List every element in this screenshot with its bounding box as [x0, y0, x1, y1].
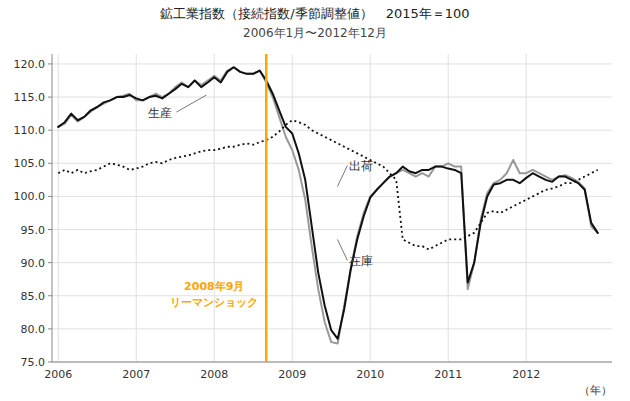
title: 鉱工業指数（接続指数/季節調整値） 2015年＝100 — [160, 6, 469, 21]
y-tick — [48, 328, 52, 329]
grid — [52, 54, 612, 362]
y-tick-label: 105.0 — [14, 157, 46, 170]
grid-line-y — [52, 362, 612, 363]
y-tick-label: 90.0 — [21, 257, 46, 270]
y-tick — [48, 295, 52, 296]
series-line — [58, 120, 597, 249]
y-tick-label: 75.0 — [21, 356, 46, 369]
y-tick — [48, 196, 52, 197]
y-tick-label: 100.0 — [14, 190, 46, 203]
grid-line-x — [526, 54, 527, 362]
y-tick — [48, 229, 52, 230]
chart: 鉱工業指数（接続指数/季節調整値） 2015年＝100 2006年1月〜2012年… — [0, 0, 630, 401]
annotation-leader — [337, 239, 347, 260]
y-tick-label: 120.0 — [14, 58, 46, 71]
x-tick-label: 2006 — [44, 368, 72, 381]
x-tick-label: 2008 — [200, 368, 228, 381]
y-tick — [48, 163, 52, 164]
y-tick-label: 95.0 — [21, 224, 46, 237]
annotation-leader — [176, 95, 206, 112]
series-line — [58, 67, 597, 343]
y-tick-label: 115.0 — [14, 91, 46, 104]
annotations: 出荷 生産在庫 2008年9月リーマンショック — [148, 95, 373, 309]
series-line — [58, 67, 597, 339]
grid-line-x — [448, 54, 449, 362]
y-tick — [48, 362, 52, 363]
x-tick-label: 2012 — [512, 368, 540, 381]
y-tick — [48, 63, 52, 64]
y-tick — [48, 97, 52, 98]
x-axis-label: （年） — [579, 384, 612, 397]
y-tick-label: 85.0 — [21, 290, 46, 303]
y-tick-label: 80.0 — [21, 323, 46, 336]
series-annotation: 生産 — [148, 106, 172, 120]
y-axis-line — [52, 54, 53, 362]
y-tick-label: 110.0 — [14, 124, 46, 137]
series-annotation: 在庫 — [349, 254, 373, 268]
reference-line — [265, 54, 268, 362]
plot-area — [58, 54, 597, 362]
x-tick-label: 2007 — [122, 368, 150, 381]
grid-line-x — [214, 54, 215, 362]
reference-label: リーマンショック — [170, 296, 258, 309]
x-tick-label: 2010 — [356, 368, 384, 381]
x-tick-label: 2011 — [434, 368, 462, 381]
grid-line-x — [292, 54, 293, 362]
grid-line-x — [370, 54, 371, 362]
subtitle: 2006年1月〜2012年12月 — [243, 26, 387, 40]
axes: 75.0 80.0 85.0 90.0 95.0 100.0 105.0 110.0 115.0… — [14, 54, 613, 397]
series-annotation: 出荷 — [349, 159, 373, 173]
y-tick — [48, 130, 52, 131]
grid-line-x — [58, 54, 59, 362]
x-tick-label: 2009 — [278, 368, 306, 381]
y-tick — [48, 262, 52, 263]
annotation-leader — [337, 165, 347, 186]
x-axis-line — [52, 362, 612, 363]
reference-label: 2008年9月 — [184, 280, 244, 293]
